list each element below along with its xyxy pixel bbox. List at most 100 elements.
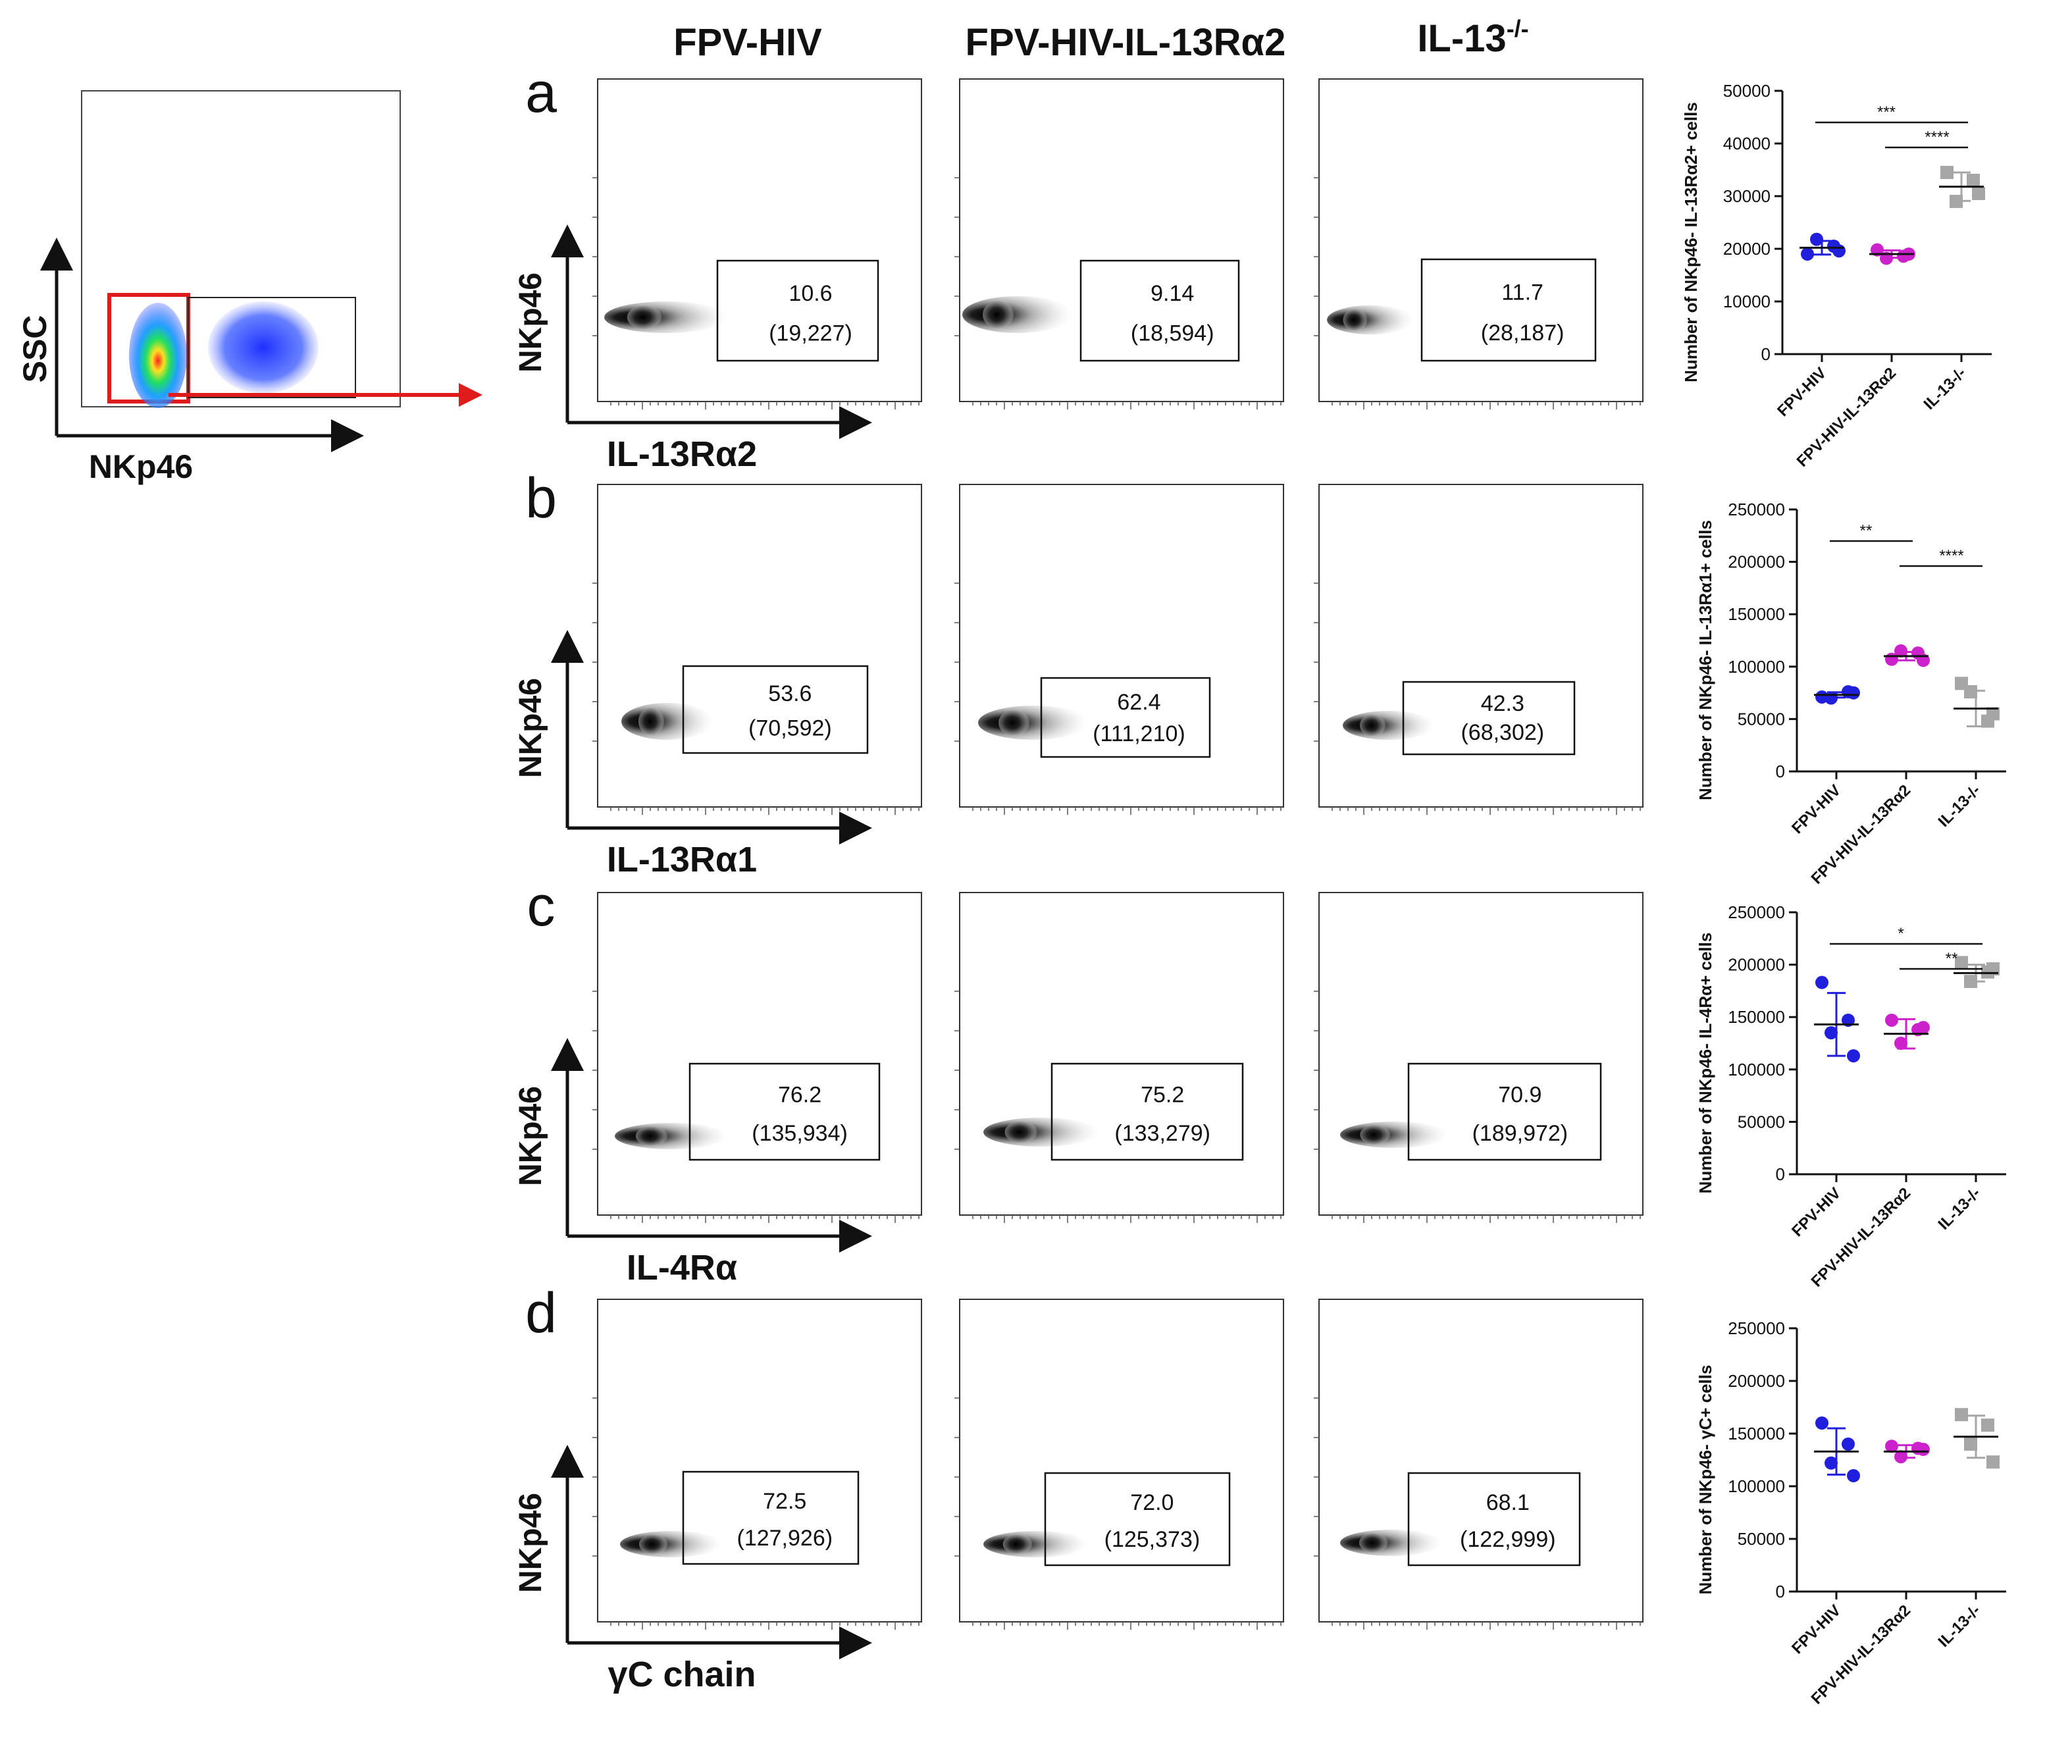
dot-plot-series-2 xyxy=(1884,1440,1930,1464)
flow-density-population xyxy=(978,706,1089,740)
flow-density-population xyxy=(615,1123,728,1149)
flow-gate-count: (127,926) xyxy=(737,1526,833,1551)
flow-panel-b-2: 62.4 (111,210) xyxy=(954,484,1284,815)
dot-plot-series-2 xyxy=(1869,243,1915,265)
dot-plot-y-tick-label: 20000 xyxy=(1723,239,1771,259)
flow-gate-box xyxy=(1040,677,1211,758)
gating-plot-frame xyxy=(81,90,401,407)
flow-panel-d-1: 72.5 (127,926) xyxy=(592,1299,922,1630)
dot-plot-point xyxy=(1917,1021,1930,1035)
dot-plot-point xyxy=(1964,975,1977,989)
dot-plot-point xyxy=(1967,174,1980,187)
flow-ylabel-d: NKp46 xyxy=(513,1493,548,1593)
dot-plot-point xyxy=(1955,1408,1968,1422)
flow-ylabel-b: NKp46 xyxy=(513,678,548,778)
flow-density-core xyxy=(1359,714,1386,737)
flow-panel-b-3: 42.3 (68,302) xyxy=(1314,484,1644,815)
dot-plot-point xyxy=(1964,1438,1977,1451)
flow-gate-percent: 75.2 xyxy=(1141,1082,1184,1107)
dot-plot-point xyxy=(1940,166,1954,179)
flow-density-population xyxy=(962,296,1073,333)
flow-gate-box xyxy=(682,1470,860,1565)
dot-plot-x-tick-label: IL-13-/- xyxy=(1935,1601,1984,1651)
flow-gate-box xyxy=(688,1062,881,1161)
flow-gate-percent: 42.3 xyxy=(1481,691,1524,716)
flow-gate-percent: 76.2 xyxy=(778,1082,821,1107)
flow-panel-frame xyxy=(1318,78,1644,402)
dot-plot-point xyxy=(1986,1455,2000,1469)
dot-plot-y-tick-label: 100000 xyxy=(1728,657,1785,677)
dot-plot-y-tick-label: 200000 xyxy=(1728,1371,1785,1391)
flow-density-core xyxy=(998,710,1030,736)
flow-panel-a-3: 11.7 (28,187) xyxy=(1314,78,1644,409)
dot-plot-series-2 xyxy=(1884,1013,1930,1050)
dot-plot-y-tick-label: 250000 xyxy=(1728,500,1785,519)
dot-plot-y-tick-label: 40000 xyxy=(1723,134,1771,153)
dot-plot-y-tick-label: 250000 xyxy=(1728,1318,1785,1338)
flow-gate-box xyxy=(1050,1062,1244,1161)
dot-plot-point xyxy=(1847,1049,1860,1063)
flow-row-d: d NKp46 γC chain 72.5 (127,926) 72.0 (125,373)… xyxy=(513,1282,1644,1694)
flow-ylabel-c: NKp46 xyxy=(513,1086,548,1186)
panel-label-a: a xyxy=(525,61,557,124)
dot-plot-series-3 xyxy=(1954,956,2000,989)
flow-row-b: b NKp46 IL-13Rα1 53.6 (70,592) 62.4 (111,210) 4… xyxy=(513,467,1644,879)
flow-panel-frame xyxy=(597,1299,922,1622)
dot-plot-point xyxy=(1825,1026,1838,1040)
flow-density-population xyxy=(620,1531,723,1557)
flow-ylabel-a: NKp46 xyxy=(513,272,548,373)
flow-panel-c-1: 76.2 (135,934) xyxy=(592,892,922,1223)
flow-panel-frame xyxy=(1318,484,1644,808)
dot-plot-x-tick-label: IL-13-/- xyxy=(1935,1184,1984,1233)
flow-density-core xyxy=(1004,1121,1037,1143)
dot-plot-series-2 xyxy=(1884,644,1930,667)
flow-xlabel-d: γC chain xyxy=(608,1655,756,1694)
dot-plot-point xyxy=(1894,1450,1907,1464)
dot-plot-point xyxy=(1917,1443,1930,1456)
dot-plot-2: 0 50000 100000 150000 200000 250000 Number of … xyxy=(1696,500,2006,888)
dot-plot-x-tick-label: FPV-HIV xyxy=(1788,1184,1844,1240)
flow-density-population xyxy=(1340,1122,1448,1148)
dot-plot-ylabel: Number of NKp46- γC+ cells xyxy=(1696,1365,1715,1595)
dot-plot-point xyxy=(1825,691,1838,705)
flow-gate-count: (70,592) xyxy=(748,716,832,741)
dot-plot-y-tick-label: 150000 xyxy=(1728,1424,1785,1443)
flow-density-core xyxy=(1343,309,1368,331)
dot-plot-series-1 xyxy=(1800,232,1846,261)
flow-panel-d-3: 68.1 (122,999) xyxy=(1314,1299,1644,1630)
column-header-il13-ko: IL-13-/- xyxy=(1417,15,1528,60)
flow-gate-count: (111,210) xyxy=(1093,721,1185,746)
flow-panel-a-1: 10.6 (19,227) xyxy=(592,78,922,409)
dot-plot-y-tick-label: 50000 xyxy=(1738,709,1785,729)
flow-density-core xyxy=(1359,1533,1388,1553)
dot-plot-y-tick-label: 200000 xyxy=(1728,955,1785,975)
dot-plot-series-1 xyxy=(1814,1416,1860,1482)
dot-plot-point xyxy=(1842,1438,1855,1451)
flow-density-population xyxy=(1327,305,1414,334)
dot-plot-point xyxy=(1885,1440,1898,1453)
gating-nkp46-pos-gate xyxy=(188,297,356,398)
dot-plot-y-tick-label: 30000 xyxy=(1723,186,1771,206)
flow-panel-a-2: 9.14 (18,594) xyxy=(954,78,1284,409)
dot-plot-point xyxy=(1815,975,1828,989)
dot-plot-significance-label: * xyxy=(1898,925,1904,943)
flow-row-c: c NKp46 IL-4Rα 76.2 (135,934) 75.2 (133,279) 70… xyxy=(513,875,1644,1287)
flow-density-population xyxy=(621,703,713,740)
dot-plot-4: 0 50000 100000 150000 200000 250000 Number of … xyxy=(1696,1318,2006,1708)
flow-gate-count: (19,227) xyxy=(769,321,852,346)
flow-panel-frame xyxy=(597,78,922,402)
panel-label-d: d xyxy=(525,1282,557,1345)
dot-plot-point xyxy=(1810,232,1823,246)
column-header-il13-ko-base: IL-13 xyxy=(1417,17,1506,60)
dot-plot-y-tick-label: 0 xyxy=(1776,1582,1785,1601)
dot-plot-point xyxy=(1825,1456,1838,1470)
flow-panel-grid: a NKp46 IL-13Rα2 10.6 (19,227) 9.14 (18,594) 11… xyxy=(513,61,1644,1694)
dot-plot-point xyxy=(1847,1469,1860,1482)
dot-plot-point xyxy=(1955,956,1968,970)
dot-plot-point xyxy=(1986,707,2000,721)
dot-plot-point xyxy=(1815,1416,1828,1430)
gating-xlabel: NKp46 xyxy=(89,448,193,485)
dot-plot-x-tick-label: FPV-HIV xyxy=(1774,364,1830,420)
flow-panel-frame xyxy=(1318,1299,1644,1622)
